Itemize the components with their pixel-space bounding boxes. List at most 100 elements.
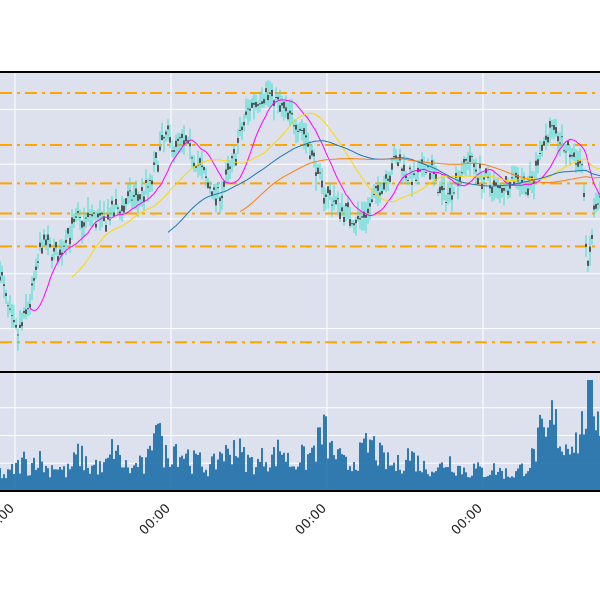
volume-bar-204 [407, 448, 409, 491]
volume-bar-263 [525, 473, 527, 491]
candle-body-92 [183, 140, 185, 145]
volume-bar-176 [351, 471, 353, 491]
candle-body-279 [557, 136, 559, 142]
candle-body-290 [579, 160, 581, 164]
candle-body-104 [207, 182, 209, 189]
volume-bar-120 [239, 438, 241, 491]
volume-bar-146 [291, 466, 293, 491]
volume-bar-159 [317, 427, 319, 491]
candle-body-50 [99, 213, 101, 216]
candle-body-248 [495, 182, 497, 186]
volume-bar-65 [129, 473, 131, 491]
volume-bar-206 [411, 451, 413, 491]
volume-bar-165 [329, 442, 331, 491]
volume-bar-215 [429, 476, 431, 491]
volume-bar-71 [141, 457, 143, 491]
candle-body-247 [493, 180, 495, 186]
candle-body-78 [155, 152, 157, 158]
candle-body-116 [231, 156, 233, 159]
candle-body-284 [567, 140, 569, 146]
candle-body-82 [163, 137, 165, 139]
volume-bar-90 [179, 457, 181, 491]
volume-bar-200 [399, 469, 401, 491]
volume-bar-174 [347, 469, 349, 491]
candle-body-232 [463, 159, 465, 163]
candle-body-40 [79, 216, 81, 219]
volume-bar-236 [471, 475, 473, 491]
volume-bar-248 [495, 474, 497, 491]
candle-body-80 [159, 146, 161, 151]
candle-body-102 [203, 167, 205, 171]
volume-bar-173 [345, 456, 347, 491]
volume-bar-191 [381, 445, 383, 491]
candle-body-179 [357, 216, 359, 220]
volume-bar-10 [19, 473, 21, 491]
candle-body-68 [135, 188, 137, 196]
volume-bar-273 [545, 436, 547, 491]
volume-bar-254 [507, 476, 509, 491]
candle-body-31 [61, 252, 63, 256]
volume-bar-72 [143, 473, 145, 491]
volume-bar-139 [277, 439, 279, 491]
volume-bar-148 [295, 469, 297, 491]
volume-bar-8 [15, 462, 17, 491]
volume-bar-73 [145, 457, 147, 491]
volume-bar-194 [387, 452, 389, 491]
candle-body-76 [151, 180, 153, 185]
volume-bar-250 [499, 467, 501, 491]
candle-body-35 [69, 237, 71, 245]
candle-body-236 [471, 156, 473, 158]
candle-body-181 [361, 216, 363, 218]
candle-body-265 [529, 176, 531, 178]
candle-body-201 [401, 168, 403, 171]
volume-bar-158 [315, 461, 317, 491]
candle-body-176 [351, 223, 353, 225]
volume-bar-106 [211, 456, 213, 491]
candle-body-270 [539, 153, 541, 155]
candle-body-230 [459, 175, 461, 182]
volume-bar-89 [177, 466, 179, 491]
candle-body-44 [87, 212, 89, 217]
candle-body-178 [355, 219, 357, 224]
volume-bar-274 [547, 427, 549, 491]
volume-bar-105 [209, 464, 211, 491]
volume-bar-20 [39, 450, 41, 491]
candle-body-97 [193, 162, 195, 167]
candle-body-263 [525, 192, 527, 194]
volume-bar-299 [597, 411, 599, 491]
candle-body-112 [223, 181, 225, 187]
candle-body-215 [429, 173, 431, 180]
volume-bar-183 [365, 433, 367, 491]
candle-body-10 [19, 324, 21, 328]
candle-body-240 [479, 163, 481, 169]
candle-body-114 [227, 163, 229, 170]
volume-bar-144 [287, 452, 289, 491]
volume-bar-190 [379, 442, 381, 491]
volume-bar-129 [257, 458, 259, 491]
candle-body-288 [575, 163, 577, 165]
volume-bar-143 [285, 461, 287, 491]
candle-body-55 [109, 219, 111, 221]
candle-body-30 [59, 249, 61, 256]
volume-bar-84 [167, 458, 169, 491]
volume-bar-36 [71, 466, 73, 491]
volume-bar-29 [57, 469, 59, 491]
volume-bar-162 [323, 414, 325, 491]
candle-body-54 [107, 214, 109, 220]
volume-bar-131 [261, 448, 263, 491]
candle-body-273 [545, 135, 547, 140]
volume-bar-217 [433, 472, 435, 491]
price-panel [0, 71, 600, 373]
volume-bar-33 [65, 477, 67, 491]
volume-bar-30 [59, 466, 61, 491]
candle-body-267 [533, 180, 535, 184]
candle-body-254 [507, 190, 509, 196]
candle-body-283 [565, 151, 567, 153]
volume-bar-96 [191, 473, 193, 491]
candle-body-12 [23, 310, 25, 314]
candle-body-183 [365, 214, 367, 218]
volume-bar-288 [575, 432, 577, 491]
candle-body-91 [181, 133, 183, 138]
volume-bar-178 [355, 469, 357, 491]
